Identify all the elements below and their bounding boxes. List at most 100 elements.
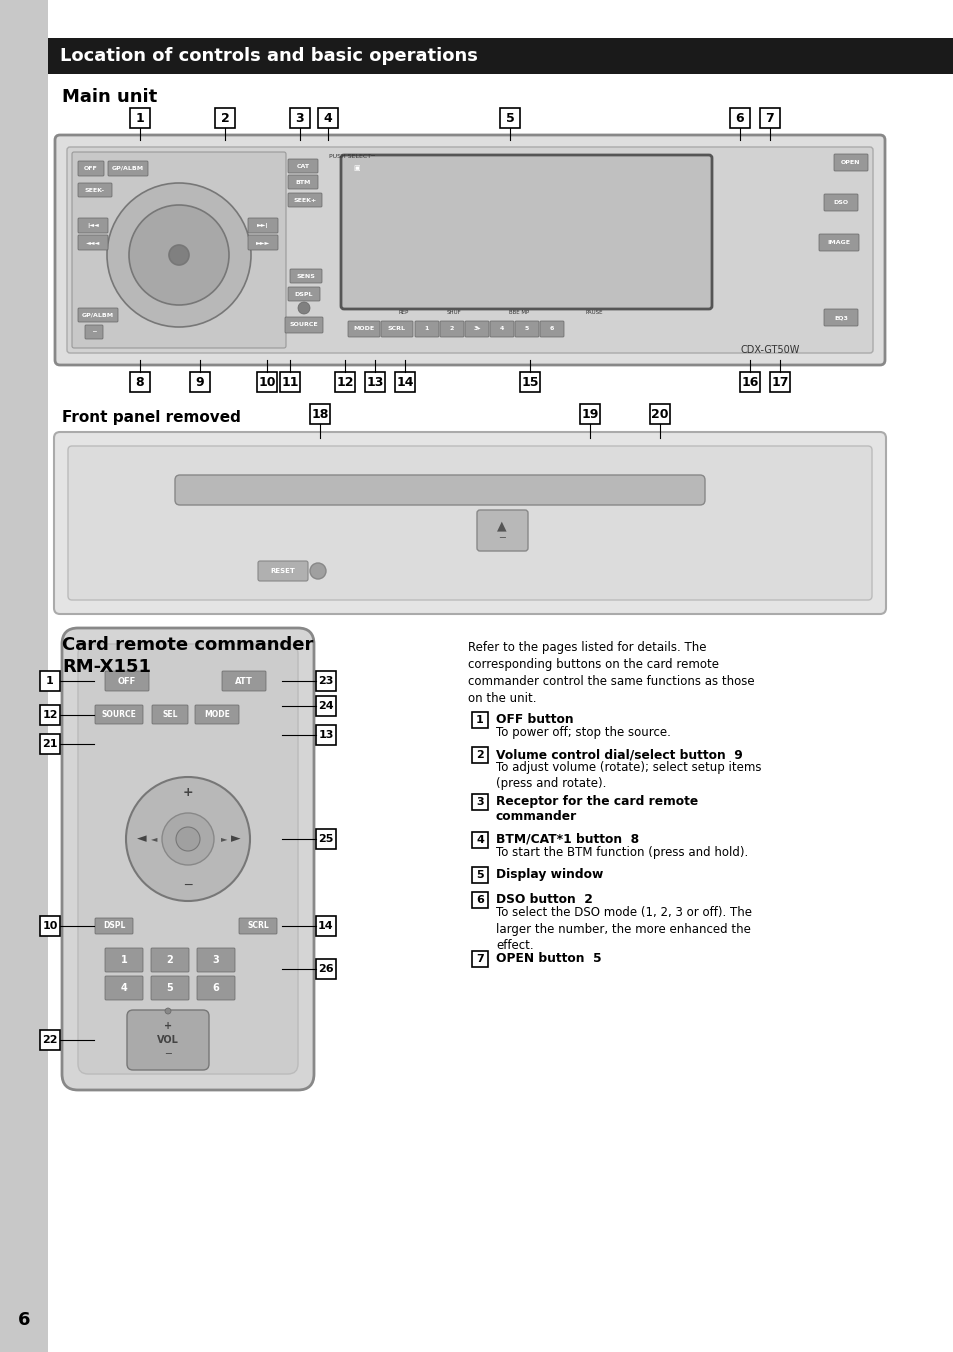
Text: +: + [164, 1021, 172, 1032]
Text: Card remote commander: Card remote commander [62, 635, 313, 654]
Text: GP/ALBM: GP/ALBM [112, 166, 144, 170]
Text: OPEN button  5: OPEN button 5 [496, 952, 601, 965]
Circle shape [169, 245, 189, 265]
Text: 1: 1 [120, 955, 128, 965]
Text: 24: 24 [318, 700, 334, 711]
Bar [579, 404, 599, 425]
Bar [472, 794, 488, 810]
Text: 1: 1 [46, 676, 53, 685]
Bar [335, 372, 355, 392]
Text: 2: 2 [167, 955, 173, 965]
FancyBboxPatch shape [476, 510, 527, 552]
Circle shape [310, 562, 326, 579]
Text: SOURCE: SOURCE [101, 710, 136, 719]
Text: 8: 8 [135, 376, 144, 388]
Bar [40, 704, 60, 725]
Text: SEEK-: SEEK- [85, 188, 105, 192]
Bar [472, 748, 488, 763]
Text: 12: 12 [335, 376, 354, 388]
Text: SEEK+: SEEK+ [294, 197, 316, 203]
Text: 6: 6 [18, 1311, 30, 1329]
Text: ─: ─ [165, 1049, 171, 1059]
Text: 6: 6 [213, 983, 219, 992]
Bar [40, 671, 60, 691]
Text: Main unit: Main unit [62, 88, 157, 105]
Bar [740, 372, 760, 392]
Text: 6: 6 [549, 326, 554, 331]
Bar [472, 713, 488, 727]
Bar [40, 917, 60, 936]
Bar [729, 108, 749, 128]
Text: ◄: ◄ [151, 834, 157, 844]
Text: BTM/CAT*1 button  8: BTM/CAT*1 button 8 [496, 833, 639, 846]
Text: SCRL: SCRL [388, 326, 406, 331]
Text: 14: 14 [395, 376, 414, 388]
FancyBboxPatch shape [194, 704, 239, 725]
Text: ◄: ◄ [137, 833, 147, 845]
Text: OFF: OFF [118, 676, 136, 685]
Text: MODE: MODE [353, 326, 375, 331]
Text: To power off; stop the source.: To power off; stop the source. [496, 726, 670, 740]
FancyBboxPatch shape [439, 320, 463, 337]
Text: 4: 4 [476, 836, 483, 845]
FancyBboxPatch shape [833, 154, 867, 170]
Text: ─: ─ [498, 533, 504, 544]
FancyBboxPatch shape [248, 235, 277, 250]
Text: 18: 18 [311, 407, 329, 420]
Text: REP: REP [398, 310, 409, 315]
FancyBboxPatch shape [257, 561, 308, 581]
Text: 5: 5 [167, 983, 173, 992]
Bar [256, 372, 276, 392]
Text: Location of controls and basic operations: Location of controls and basic operation… [60, 47, 477, 65]
FancyBboxPatch shape [490, 320, 514, 337]
FancyBboxPatch shape [823, 310, 857, 326]
Text: 2: 2 [476, 750, 483, 760]
FancyBboxPatch shape [415, 320, 438, 337]
FancyBboxPatch shape [127, 1010, 209, 1069]
FancyBboxPatch shape [196, 948, 234, 972]
FancyBboxPatch shape [222, 671, 266, 691]
Text: 23: 23 [318, 676, 334, 685]
Text: Display window: Display window [496, 868, 602, 882]
Text: 19: 19 [580, 407, 598, 420]
Bar [315, 725, 335, 745]
FancyBboxPatch shape [71, 151, 286, 347]
Text: To adjust volume (rotate); select setup items
(press and rotate).: To adjust volume (rotate); select setup … [496, 761, 760, 791]
Text: EQ3: EQ3 [833, 315, 847, 320]
Text: Receptor for the card remote
commander: Receptor for the card remote commander [496, 795, 698, 823]
Text: SHUF: SHUF [446, 310, 461, 315]
Text: 2: 2 [450, 326, 454, 331]
Bar [499, 108, 519, 128]
Text: 4: 4 [120, 983, 128, 992]
FancyBboxPatch shape [515, 320, 538, 337]
FancyBboxPatch shape [239, 918, 276, 934]
Bar [472, 892, 488, 909]
Text: 21: 21 [42, 740, 58, 749]
Text: 15: 15 [520, 376, 538, 388]
Bar [472, 831, 488, 848]
Bar [0, 0, 48, 1352]
Text: SENS: SENS [296, 273, 315, 279]
Text: VOL: VOL [157, 1036, 179, 1045]
FancyBboxPatch shape [152, 704, 188, 725]
Bar [472, 867, 488, 883]
Text: 3: 3 [476, 796, 483, 807]
Circle shape [129, 206, 229, 306]
Text: CAT: CAT [296, 164, 309, 169]
FancyBboxPatch shape [78, 644, 297, 1073]
Bar [280, 372, 299, 392]
Bar [519, 372, 539, 392]
Text: RESET: RESET [271, 568, 295, 575]
Text: SOURCE: SOURCE [290, 323, 318, 327]
FancyBboxPatch shape [78, 308, 118, 322]
Text: 12: 12 [42, 710, 58, 721]
FancyBboxPatch shape [288, 174, 317, 189]
Bar [395, 372, 415, 392]
FancyBboxPatch shape [67, 147, 872, 353]
Text: 14: 14 [318, 921, 334, 932]
Bar [365, 372, 385, 392]
FancyBboxPatch shape [95, 918, 132, 934]
Text: 4: 4 [499, 326, 503, 331]
Text: Volume control dial/select button  9: Volume control dial/select button 9 [496, 748, 742, 761]
Text: 25: 25 [318, 834, 334, 844]
